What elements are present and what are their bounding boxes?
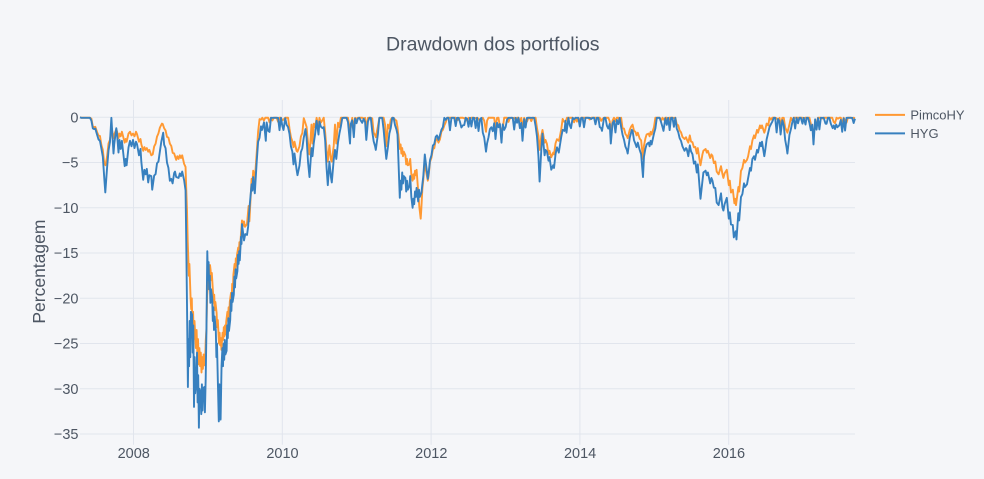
svg-text:2014: 2014 [564, 446, 596, 462]
svg-text:−20: −20 [54, 291, 79, 307]
svg-text:−30: −30 [54, 382, 79, 398]
svg-text:2012: 2012 [415, 446, 447, 462]
svg-text:−10: −10 [54, 201, 79, 217]
svg-text:HYG: HYG [910, 126, 938, 141]
svg-text:Drawdown dos portfolios: Drawdown dos portfolios [386, 34, 600, 56]
svg-text:−5: −5 [62, 156, 79, 172]
svg-text:−25: −25 [54, 337, 79, 353]
svg-text:−15: −15 [54, 246, 79, 262]
svg-text:2010: 2010 [266, 446, 298, 462]
svg-text:0: 0 [70, 110, 78, 126]
svg-text:2008: 2008 [118, 446, 150, 462]
svg-text:2016: 2016 [713, 446, 745, 462]
svg-text:PimcoHY: PimcoHY [910, 107, 965, 122]
svg-text:Percentagem: Percentagem [29, 220, 49, 324]
svg-text:−35: −35 [54, 427, 79, 443]
